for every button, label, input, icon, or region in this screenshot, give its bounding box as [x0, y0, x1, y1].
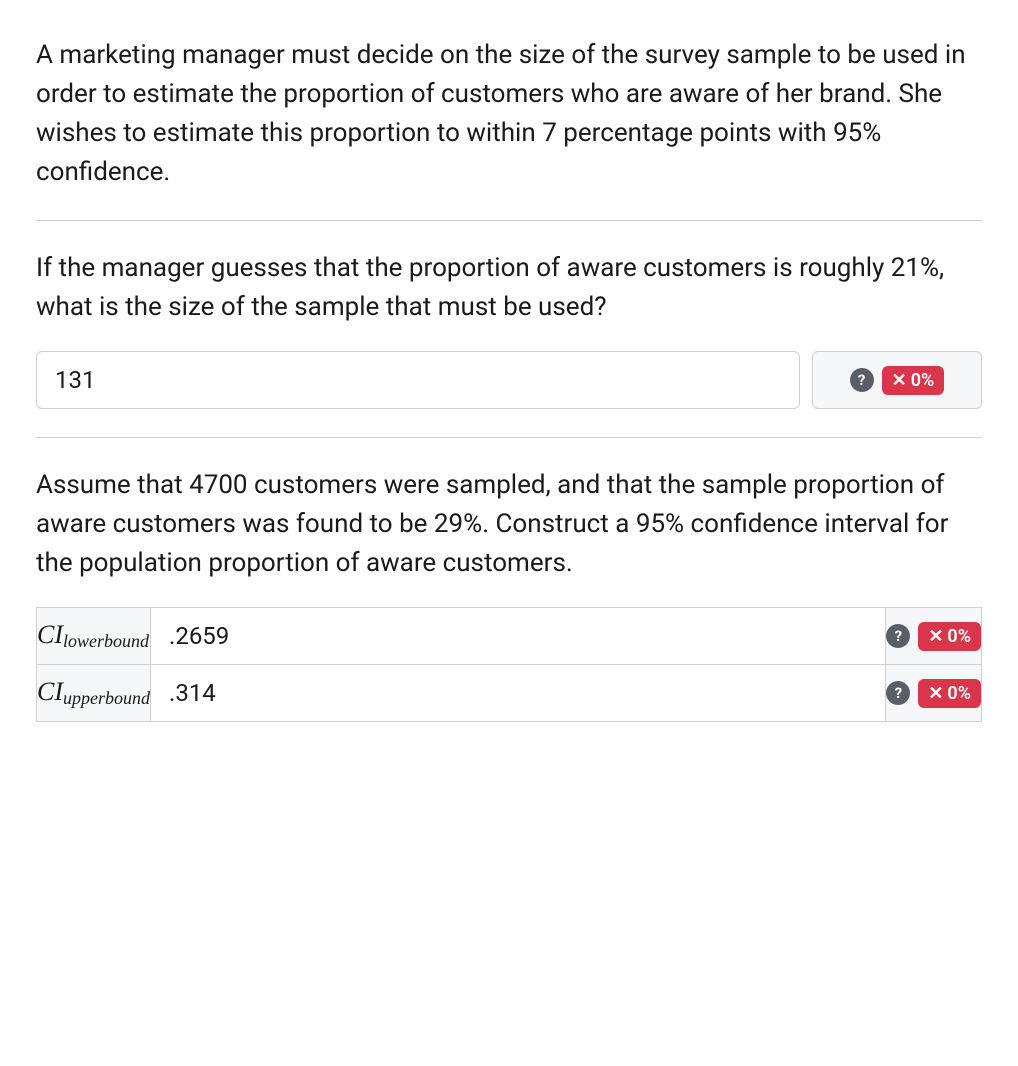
ci-symbol: CI [37, 620, 63, 649]
ci-upper-input[interactable] [151, 665, 885, 721]
intro-paragraph: A marketing manager must decide on the s… [36, 36, 982, 192]
ci-subscript: upperbound [63, 688, 150, 708]
ci-upper-label-cell: CIupperbound [37, 665, 151, 722]
table-row: CIupperbound ? ✕ 0% [37, 665, 982, 722]
ci-lower-label-cell: CIlowerbound [37, 608, 151, 665]
table-row: CIlowerbound ? ✕ 0% [37, 608, 982, 665]
ci-table: CIlowerbound ? ✕ 0% CIupperbound ? [36, 607, 982, 722]
section-divider [36, 437, 982, 438]
ci-lower-value-cell [151, 608, 886, 665]
x-icon: ✕ [928, 683, 943, 704]
question1-feedback: ? ✕ 0% [812, 351, 982, 409]
section-divider [36, 220, 982, 221]
score-text: 0% [947, 683, 971, 704]
question1-prompt: If the manager guesses that the proporti… [36, 249, 982, 327]
score-badge-incorrect: ✕ 0% [918, 679, 981, 708]
question1-answer-row: ? ✕ 0% [36, 351, 982, 409]
ci-upper-value-cell [151, 665, 886, 722]
ci-lower-feedback-cell: ? ✕ 0% [886, 608, 982, 665]
ci-upper-feedback-cell: ? ✕ 0% [886, 665, 982, 722]
help-icon[interactable]: ? [850, 368, 874, 392]
question1-answer-input[interactable] [36, 351, 800, 409]
score-text: 0% [947, 626, 971, 647]
x-icon: ✕ [892, 370, 907, 391]
ci-symbol: CI [37, 677, 63, 706]
ci-lower-input[interactable] [151, 608, 885, 664]
score-badge-incorrect: ✕ 0% [882, 366, 945, 395]
help-icon[interactable]: ? [886, 624, 910, 648]
ci-subscript: lowerbound [63, 631, 149, 651]
question2-prompt: Assume that 4700 customers were sampled,… [36, 466, 982, 583]
help-icon[interactable]: ? [886, 681, 910, 705]
score-text: 0% [911, 370, 935, 391]
x-icon: ✕ [928, 626, 943, 647]
score-badge-incorrect: ✕ 0% [918, 622, 981, 651]
